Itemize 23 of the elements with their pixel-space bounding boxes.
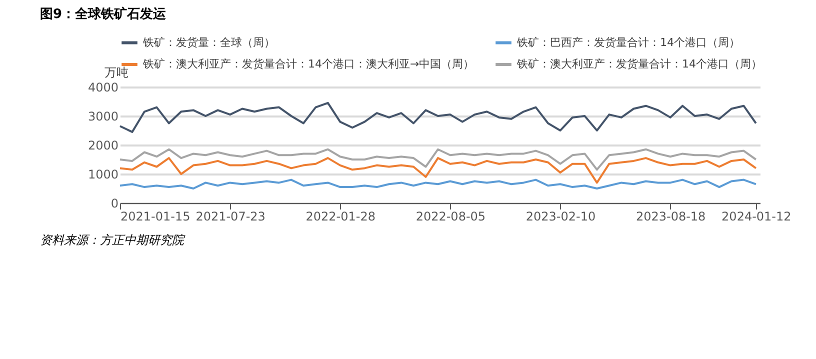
y-axis-title: 万吨 [104, 66, 128, 80]
legend-label: 铁矿：澳大利亚产：发货量合计：14个港口：澳大利亚→中国（周） [142, 58, 474, 70]
line-series [119, 102, 757, 133]
x-tick-label: 2023-08-18 [636, 210, 706, 224]
y-tick-label: 1000 [88, 168, 118, 182]
y-tick-label: 4000 [88, 80, 118, 94]
y-tick-label: 0 [110, 196, 118, 210]
x-tick-label: 2021-07-23 [196, 210, 266, 224]
x-tick-label: 2022-01-28 [306, 210, 376, 224]
x-tick-label: 2021-01-15 [120, 210, 190, 224]
legend-label: 铁矿：巴西产：发货量合计：14个港口（周） [516, 36, 740, 49]
line-series [119, 157, 757, 184]
x-tick-label: 2023-02-10 [526, 210, 596, 224]
line-series [119, 148, 757, 171]
line-series [119, 178, 757, 190]
x-tick-label: 2022-08-05 [416, 210, 486, 224]
legend-label: 铁矿：澳大利亚产：发货量合计：14个港口（周） [516, 58, 762, 70]
legend-label: 铁矿：发货量：全球（周） [142, 36, 275, 49]
chart-title: 图9：全球铁矿石发运 [40, 6, 168, 22]
text: 资料来源：方正中期研究院 [40, 232, 186, 249]
y-tick-label: 2000 [88, 138, 118, 152]
y-tick-label: 3000 [88, 110, 118, 124]
x-tick-label: 2024-01-12 [722, 210, 792, 224]
